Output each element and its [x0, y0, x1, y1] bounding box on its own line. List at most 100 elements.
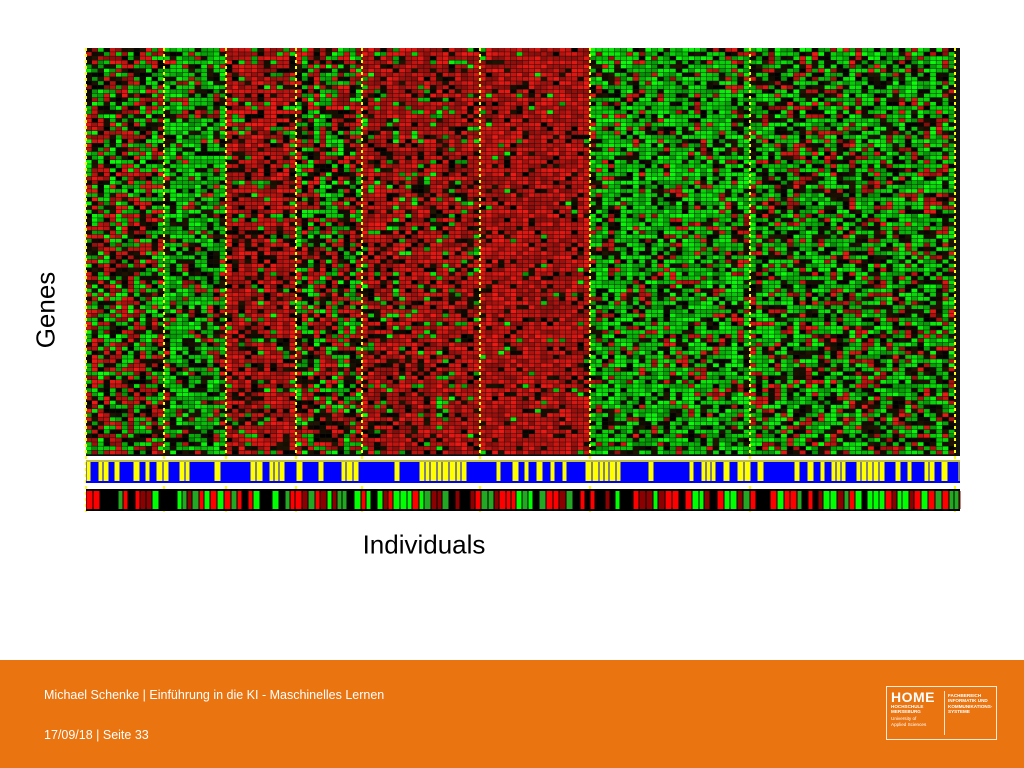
heatmap-cell — [226, 52, 232, 56]
heatmap-cell — [257, 363, 264, 368]
heatmap-cell — [276, 380, 283, 384]
heatmap-cell — [146, 72, 152, 77]
heatmap-cell — [201, 135, 207, 139]
heatmap-cell — [302, 338, 308, 343]
heatmap-cell — [344, 226, 350, 231]
heatmap-cell — [116, 400, 122, 405]
heatmap-cell — [122, 93, 128, 98]
heatmap-cell — [98, 334, 104, 339]
heatmap-cell — [152, 48, 158, 52]
heatmap-cell — [302, 106, 308, 110]
heatmap-cell — [146, 421, 152, 426]
heatmap-cell — [308, 433, 314, 438]
heatmap-cell — [98, 297, 104, 301]
heatmap-cell — [320, 392, 326, 397]
heatmap-cell — [356, 346, 362, 351]
heatmap-cell — [140, 272, 146, 276]
heatmap-cell — [213, 280, 220, 285]
heatmap-cell — [257, 60, 264, 65]
heatmap-cell — [308, 380, 314, 384]
heatmap-cell — [134, 126, 140, 131]
heatmap-cell — [188, 247, 195, 251]
heatmap-cell — [176, 180, 183, 185]
heatmap-cell — [245, 317, 251, 322]
heatmap-cell — [251, 110, 258, 114]
heatmap-cell — [289, 122, 296, 127]
heatmap-cell — [368, 446, 374, 451]
heatmap-cell — [289, 251, 296, 256]
heatmap-cell — [201, 230, 207, 235]
heatmap-cell — [219, 334, 226, 339]
heatmap-cell — [257, 438, 264, 442]
heatmap-cell — [251, 321, 258, 326]
heatmap-cell — [393, 106, 399, 110]
heatmap-cell — [219, 355, 226, 359]
heatmap-cell — [296, 226, 302, 231]
heatmap-cell — [213, 396, 220, 401]
heatmap-cell — [110, 404, 116, 409]
heatmap-cell — [104, 346, 110, 351]
heatmap-cell — [302, 52, 308, 56]
heatmap-cell — [104, 371, 110, 376]
heatmap-cell — [374, 272, 381, 276]
heatmap-cell — [110, 72, 116, 77]
heatmap-cell — [86, 388, 92, 392]
heatmap-cell — [344, 135, 350, 139]
heatmap-cell — [326, 380, 332, 384]
heatmap-cell — [238, 380, 245, 384]
heatmap-cell — [188, 193, 195, 197]
heatmap-cell — [98, 251, 104, 256]
heatmap-cell — [251, 60, 258, 65]
heatmap-cell — [257, 106, 264, 110]
heatmap-cell — [393, 425, 399, 430]
heatmap-cell — [302, 176, 308, 181]
heatmap-cell — [344, 101, 350, 106]
heatmap-cell — [207, 334, 214, 339]
heatmap-cell — [368, 359, 374, 363]
heatmap-cell — [386, 334, 393, 339]
heatmap-cell — [362, 60, 368, 65]
heatmap-cell — [308, 193, 314, 197]
heatmap-cell — [188, 330, 195, 334]
heatmap-cell — [270, 330, 277, 334]
heatmap-cell — [188, 85, 195, 90]
heatmap-cell — [362, 251, 368, 256]
heatmap-cell — [134, 355, 140, 359]
heatmap-cell — [170, 48, 176, 52]
heatmap-cell — [302, 81, 308, 85]
heatmap-cell — [332, 93, 338, 98]
heatmap-cell — [134, 184, 140, 189]
heatmap-cell — [238, 355, 245, 359]
heatmap-cell — [320, 122, 326, 127]
heatmap-cell — [393, 68, 399, 73]
heatmap-cell — [182, 176, 189, 181]
heatmap-cell — [296, 355, 302, 359]
heatmap-cell — [164, 201, 170, 206]
heatmap-cell — [283, 330, 290, 334]
heatmap-cell — [264, 363, 271, 368]
heatmap-cell — [356, 321, 362, 326]
heatmap-cell — [380, 259, 387, 264]
heatmap-cell — [257, 184, 264, 189]
heatmap-cell — [226, 222, 232, 226]
heatmap-cell — [86, 363, 92, 368]
heatmap-cell — [152, 168, 158, 173]
heatmap-cell — [308, 429, 314, 434]
heatmap-cell — [344, 388, 350, 392]
heatmap-cell — [232, 292, 239, 297]
heatmap-cell — [393, 371, 399, 376]
heatmap-cell — [374, 297, 381, 301]
heatmap-cell — [170, 309, 176, 314]
heatmap-cell — [350, 56, 356, 60]
heatmap-cell — [368, 309, 374, 314]
heatmap-cell — [170, 155, 176, 160]
heatmap-cell — [128, 384, 134, 388]
heatmap-cell — [188, 367, 195, 372]
heatmap-cell — [226, 367, 232, 372]
heatmap-cell — [257, 297, 264, 301]
heatmap-cell — [207, 226, 214, 231]
heatmap-cell — [356, 160, 362, 164]
heatmap-cell — [332, 197, 338, 202]
heatmap-cell — [158, 363, 164, 368]
heatmap-cell — [122, 89, 128, 94]
